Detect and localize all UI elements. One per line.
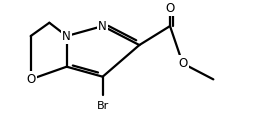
Text: Br: Br <box>97 101 109 111</box>
Text: N: N <box>62 30 71 43</box>
Text: O: O <box>166 2 175 15</box>
Text: O: O <box>178 57 187 70</box>
Text: N: N <box>98 20 107 33</box>
Text: O: O <box>26 73 35 86</box>
